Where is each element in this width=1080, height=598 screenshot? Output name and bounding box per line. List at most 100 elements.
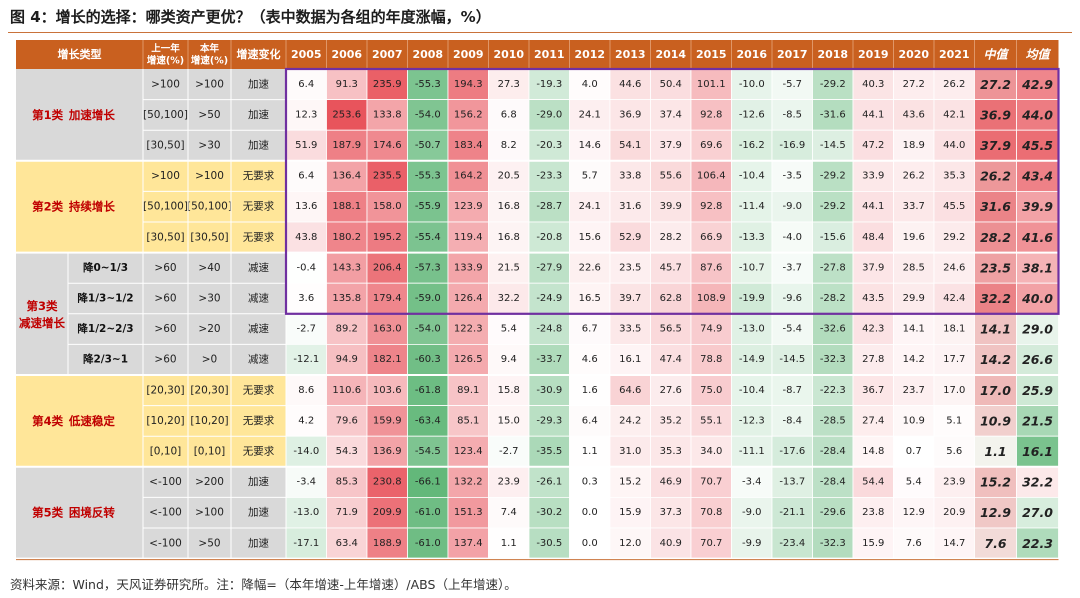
heat-value-2-2015: 69.6 [700,140,722,151]
heat-cell-15-2019 [852,527,894,560]
heat-value-5-2021: 29.2 [943,232,965,243]
heat-cell-1-2014 [650,99,692,131]
heat-cell-3-2010 [488,160,530,192]
year-header-2020: 2020 [898,48,929,61]
heat-value-2-2007: 174.6 [373,140,402,151]
heat-cell-15-2010 [488,527,530,560]
heat-cell-0-2019 [852,68,894,101]
heat-value-5-2009: 119.4 [454,232,483,243]
heat-value-11-2019: 27.4 [862,415,884,426]
heat-value-0-2019: 40.3 [862,79,884,90]
group-bg-5 [16,466,286,559]
heat-cell-9-2017 [771,343,813,376]
heat-value-1-2010: 6.8 [501,109,517,120]
row-change-15: 加速 [248,537,269,549]
mean-cell-6 [1016,252,1059,284]
mean-value-0: 42.9 [1021,77,1053,92]
row-change-2: 加速 [248,140,269,152]
heat-cell-9-2007 [366,343,408,376]
heat-value-14-2014: 37.3 [660,507,682,518]
heat-value-4-2006: 188.1 [332,201,361,212]
heat-value-2-2011: -20.3 [536,140,562,151]
heat-value-13-2015: 70.7 [700,477,722,488]
heat-cell-8-2013 [609,313,651,345]
heat-value-12-2020: 0.7 [906,446,922,457]
heat-cell-0-2013 [609,68,651,101]
heat-value-1-2018: -31.6 [820,109,846,120]
heat-cell-4-2011 [528,190,570,223]
heat-value-10-2019: 36.7 [862,385,884,396]
heat-value-3-2017: -3.5 [782,171,802,182]
row-curr-growth-11: [10,20] [190,415,228,427]
heat-cell-4-2008 [407,190,449,223]
heat-cell-3-2006 [326,160,368,192]
heat-value-7-2012: 16.5 [579,293,601,304]
heat-value-4-2018: -29.2 [820,201,846,212]
heat-value-5-2011: -20.8 [536,232,562,243]
heat-value-13-2005: -3.4 [296,477,316,488]
row-prev-growth-9: >60 [154,354,176,366]
heat-value-8-2020: 14.1 [903,324,925,335]
heat-value-14-2008: -61.0 [415,507,441,518]
heat-cell-15-2011 [528,527,570,560]
year-header-2005: 2005 [291,48,322,61]
heat-value-14-2012: 0.0 [582,507,598,518]
heat-value-9-2013: 16.1 [619,354,641,365]
heat-cell-11-2019 [852,405,894,437]
median-cell-1 [974,99,1017,131]
heat-value-10-2017: -8.7 [782,385,802,396]
heat-cell-12-2009 [447,435,489,468]
heat-value-13-2017: -13.7 [779,477,805,488]
year-header-2019: 2019 [858,48,889,61]
header-band [16,40,1059,69]
heat-value-5-2007: 195.2 [373,232,402,243]
heat-value-5-2013: 52.9 [619,232,641,243]
heat-cell-1-2021 [933,99,975,131]
heat-cell-12-2018 [812,435,854,468]
heat-value-12-2016: -11.1 [739,446,765,457]
heat-value-12-2017: -17.6 [779,446,805,457]
header-prev-growth-line2: 增速(%) [147,55,184,67]
heat-value-4-2011: -28.7 [536,201,562,212]
heat-cell-12-2005 [285,435,327,468]
heat-value-9-2010: 9.4 [501,354,517,365]
heat-value-15-2018: -32.3 [820,538,846,549]
median-value-2: 37.9 [980,138,1011,153]
row-subtype-9: 降2/3~1 [83,353,128,366]
heat-cell-4-2009 [447,190,489,223]
heat-cell-4-2017 [771,190,813,223]
heat-value-2-2018: -14.5 [820,140,846,151]
year-header-2014: 2014 [655,48,686,61]
heat-cell-13-2017 [771,466,813,498]
heat-value-14-2018: -29.6 [820,507,846,518]
heat-cell-5-2008 [407,221,449,254]
heat-value-14-2017: -21.1 [779,507,805,518]
median-value-3: 26.2 [980,169,1011,184]
heat-value-1-2008: -54.0 [415,109,441,120]
group-label-5: 第5类 困境反转 [32,506,115,520]
heat-value-7-2015: 108.9 [697,293,726,304]
heat-cell-3-2016 [731,160,773,192]
group-label-4: 第4类 低速稳定 [32,414,115,428]
heat-cell-5-2011 [528,221,570,254]
heat-cell-14-2016 [731,496,773,529]
group-label-2: 第2类 持续增长 [32,200,115,214]
heat-cell-14-2006 [326,496,368,529]
heat-value-11-2006: 79.6 [336,415,358,426]
heat-cell-12-2011 [528,435,570,468]
heat-cell-14-2010 [488,496,530,529]
heat-value-6-2014: 45.7 [660,262,682,273]
heat-value-4-2007: 158.0 [373,201,402,212]
heat-value-11-2017: -8.4 [782,415,802,426]
heat-cell-14-2013 [609,496,651,529]
heat-value-8-2017: -5.4 [782,324,802,335]
median-value-13: 15.2 [980,475,1011,490]
heat-cell-11-2009 [447,405,489,437]
heat-value-10-2006: 110.6 [332,385,361,396]
heat-value-3-2007: 235.5 [373,171,402,182]
group-bg-4 [16,375,286,467]
heat-value-2-2014: 37.9 [660,140,682,151]
heat-value-3-2016: -10.4 [739,171,765,182]
heat-value-13-2019: 54.4 [862,477,884,488]
heat-value-9-2016: -14.9 [739,354,765,365]
